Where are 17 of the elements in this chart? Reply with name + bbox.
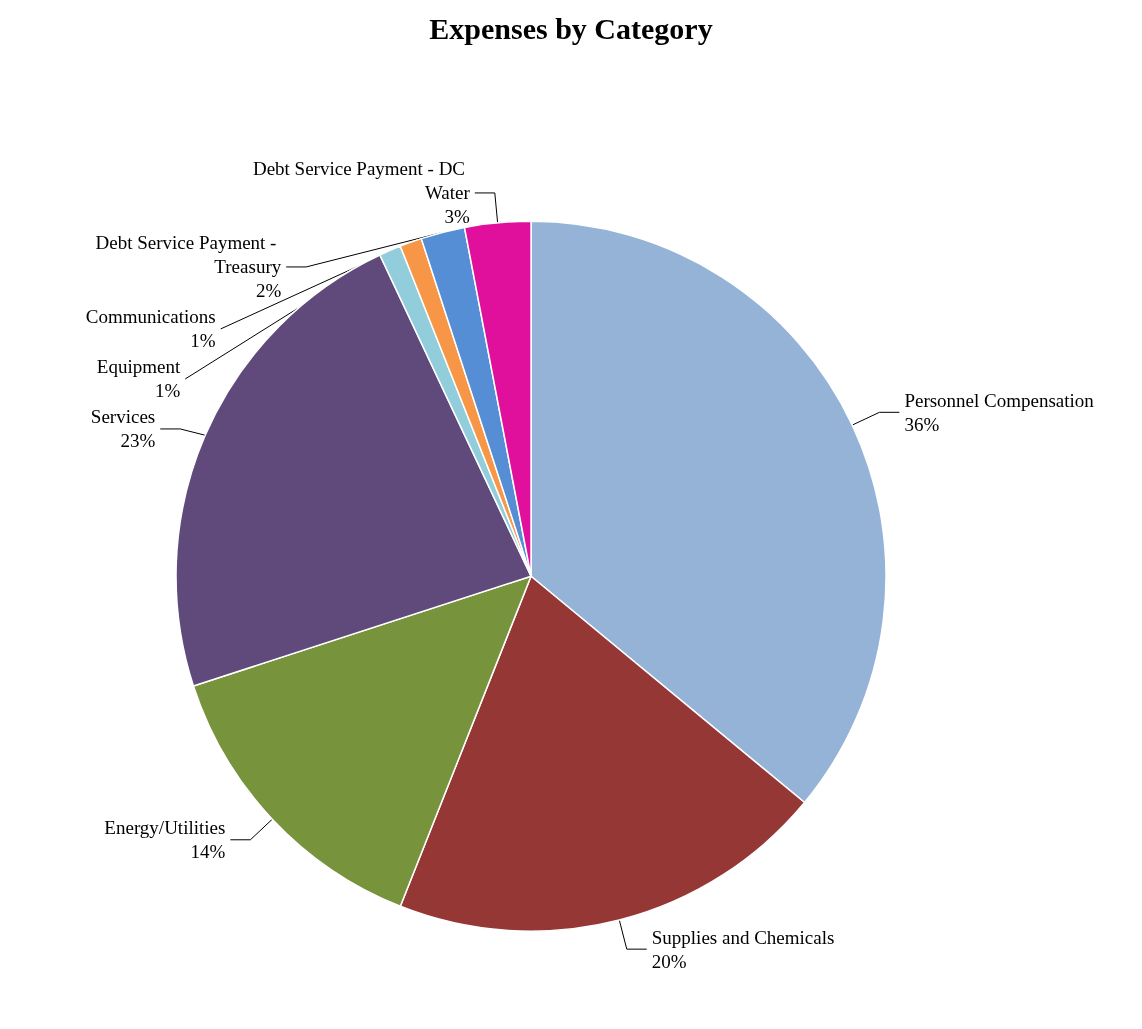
data-label: 3%: [444, 206, 470, 228]
slice-label: Communications: [85, 306, 216, 328]
data-label: 36%: [904, 413, 940, 435]
slice-label: Services: [90, 406, 156, 428]
slice-label: Personnel Compensation: [904, 389, 1095, 411]
slice-label: Supplies and Chemicals: [651, 926, 835, 948]
slice-label: Energy/Utilities: [104, 817, 226, 839]
data-label: 2%: [255, 280, 282, 302]
data-label: 1%: [190, 330, 216, 352]
data-label: 1%: [154, 380, 181, 402]
slice-label: Debt Service Payment - DC Water: [252, 158, 471, 204]
chart-title: Expenses by Category: [429, 11, 713, 45]
slice-label: Equipment: [96, 356, 181, 378]
slice-label: Debt Service Payment - Treasury: [95, 232, 282, 278]
data-label: 20%: [651, 950, 687, 972]
data-label: 23%: [120, 430, 156, 452]
data-label: 14%: [190, 841, 226, 863]
